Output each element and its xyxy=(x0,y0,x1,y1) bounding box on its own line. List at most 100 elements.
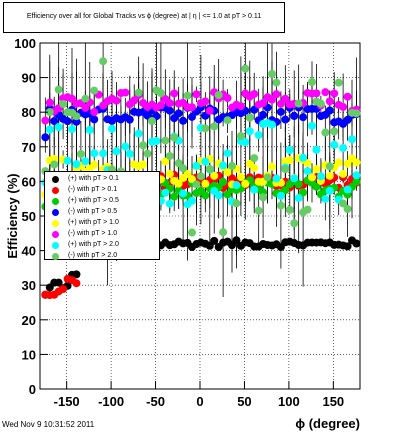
y-tick-label: 50 xyxy=(22,209,36,224)
data-point xyxy=(259,193,268,202)
data-point xyxy=(339,143,348,152)
data-point xyxy=(85,125,94,134)
data-point xyxy=(308,78,316,87)
data-point xyxy=(219,177,228,186)
data-point xyxy=(236,132,245,141)
legend-marker-icon xyxy=(52,242,59,249)
data-point xyxy=(285,156,294,165)
data-point xyxy=(223,116,232,125)
data-point xyxy=(50,117,59,126)
data-point xyxy=(330,127,339,136)
data-point xyxy=(339,169,348,178)
data-point xyxy=(285,146,294,155)
x-axis-label: ϕ (degree) xyxy=(295,416,360,431)
data-point xyxy=(325,186,334,195)
data-point xyxy=(165,151,174,160)
data-point xyxy=(112,147,121,156)
data-point xyxy=(272,90,281,99)
data-point xyxy=(121,142,130,151)
data-point xyxy=(232,199,241,208)
x-tick-label: -50 xyxy=(146,394,165,409)
data-point xyxy=(241,64,250,73)
data-point xyxy=(339,199,348,208)
data-point xyxy=(45,108,54,117)
data-point xyxy=(174,179,183,188)
data-point xyxy=(312,89,321,98)
data-point xyxy=(108,124,116,133)
data-point xyxy=(316,99,325,108)
data-point xyxy=(232,181,241,190)
legend-marker-icon xyxy=(52,220,59,227)
data-point xyxy=(281,186,290,195)
data-point xyxy=(321,194,330,203)
data-point xyxy=(250,105,259,114)
data-point xyxy=(170,192,179,201)
data-point xyxy=(188,112,196,121)
data-point xyxy=(54,85,63,94)
y-axis-label: Efficiency (%) xyxy=(5,173,20,258)
data-point xyxy=(63,117,72,126)
legend-marker-icon xyxy=(52,231,59,238)
data-point xyxy=(294,180,303,189)
data-point xyxy=(170,133,179,142)
data-point xyxy=(343,242,352,251)
data-point xyxy=(201,124,210,133)
legend-entry: (-) with pT > 2.0 xyxy=(45,251,159,262)
data-point xyxy=(352,109,361,118)
data-point xyxy=(312,182,321,191)
data-point xyxy=(343,92,352,101)
data-point xyxy=(90,86,99,95)
data-point xyxy=(219,228,228,237)
data-point xyxy=(68,125,76,134)
data-point xyxy=(81,94,90,103)
x-tick-label: 150 xyxy=(322,394,344,409)
data-point xyxy=(321,88,330,97)
data-point xyxy=(165,199,174,208)
data-point xyxy=(312,145,321,154)
data-point xyxy=(130,96,139,105)
data-point xyxy=(290,174,299,183)
data-point xyxy=(272,78,281,87)
data-point xyxy=(290,219,299,228)
data-point xyxy=(219,161,228,170)
data-point xyxy=(343,204,352,213)
data-point xyxy=(201,179,210,188)
data-point xyxy=(161,136,170,145)
data-point xyxy=(299,188,308,197)
data-point xyxy=(299,113,308,122)
data-point xyxy=(223,149,232,158)
y-tick-label: 10 xyxy=(22,347,36,362)
x-tick-label: 100 xyxy=(278,394,300,409)
data-point xyxy=(165,99,174,108)
data-point xyxy=(45,98,54,107)
legend-label: (-) with pT > 1.0 xyxy=(68,230,118,237)
data-point xyxy=(50,160,59,169)
data-point xyxy=(165,169,174,178)
data-point xyxy=(54,278,63,287)
legend-entry: (+) with pT > 2.0 xyxy=(45,240,159,251)
data-point xyxy=(241,179,250,188)
data-point xyxy=(210,122,219,131)
data-point xyxy=(72,160,81,169)
data-point xyxy=(325,106,334,115)
data-point xyxy=(268,120,276,129)
data-point xyxy=(308,173,316,182)
data-point xyxy=(161,188,170,197)
data-point xyxy=(134,88,143,97)
data-point xyxy=(81,157,90,166)
data-point xyxy=(179,189,188,198)
data-point xyxy=(201,157,210,166)
data-point xyxy=(254,130,263,139)
y-tick-label: 60 xyxy=(22,174,36,189)
data-point xyxy=(294,194,303,203)
data-point xyxy=(174,109,183,118)
data-point xyxy=(330,89,339,98)
x-tick-label: -100 xyxy=(98,394,124,409)
data-point xyxy=(179,164,188,173)
data-point xyxy=(59,285,68,294)
data-point xyxy=(143,111,152,120)
legend-label: (-) with pT > 2.0 xyxy=(68,252,118,259)
data-point xyxy=(125,149,134,158)
legend: (+) with pT > 0.1 (-) with pT > 0.1 (+) wi… xyxy=(44,171,160,260)
data-point xyxy=(352,239,361,248)
